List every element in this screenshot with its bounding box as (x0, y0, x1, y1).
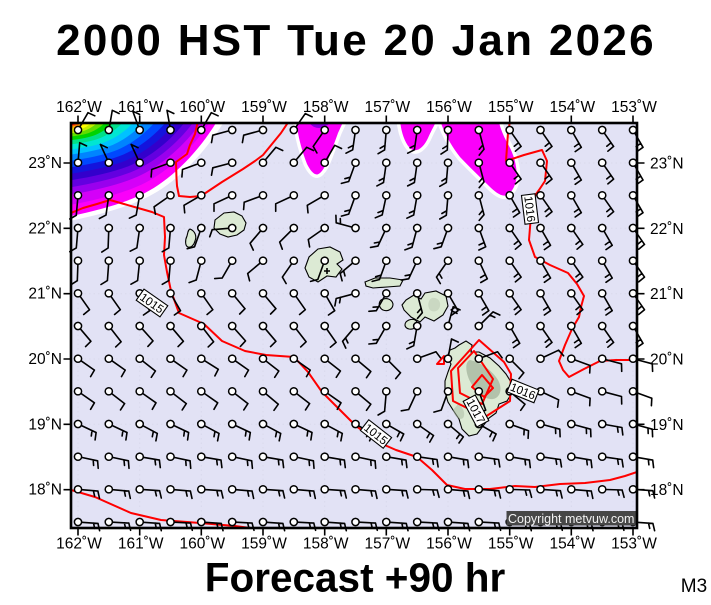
svg-text:153˚W: 153˚W (611, 536, 657, 553)
svg-text:155˚W: 155˚W (488, 99, 534, 116)
svg-text:153˚W: 153˚W (611, 99, 657, 116)
svg-text:158˚W: 158˚W (303, 99, 349, 116)
svg-text:18˚N: 18˚N (650, 482, 684, 499)
svg-text:155˚W: 155˚W (488, 536, 534, 553)
svg-text:157˚W: 157˚W (364, 99, 410, 116)
svg-text:Forecast +90 hr: Forecast +90 hr (205, 555, 506, 601)
svg-text:22˚N: 22˚N (650, 221, 684, 238)
svg-text:1016: 1016 (521, 195, 537, 222)
svg-text:161˚W: 161˚W (118, 536, 164, 553)
svg-text:20˚N: 20˚N (28, 351, 62, 368)
svg-text:154˚W: 154˚W (549, 536, 595, 553)
svg-text:23˚N: 23˚N (650, 156, 684, 173)
svg-text:21˚N: 21˚N (28, 286, 62, 303)
svg-text:162˚W: 162˚W (56, 99, 102, 116)
svg-text:Copyright metvuw.com: Copyright metvuw.com (508, 512, 634, 526)
svg-text:19˚N: 19˚N (650, 417, 684, 434)
svg-text:160˚W: 160˚W (179, 99, 225, 116)
svg-text:156˚W: 156˚W (426, 536, 472, 553)
svg-text:19˚N: 19˚N (28, 416, 62, 433)
svg-text:154˚W: 154˚W (549, 99, 595, 116)
svg-text:20˚N: 20˚N (650, 352, 684, 369)
svg-text:21˚N: 21˚N (650, 286, 684, 303)
svg-text:2000 HST Tue 20 Jan 2026: 2000 HST Tue 20 Jan 2026 (56, 16, 656, 65)
svg-text:158˚W: 158˚W (303, 536, 349, 553)
svg-text:161˚W: 161˚W (118, 99, 164, 116)
svg-text:160˚W: 160˚W (179, 536, 225, 553)
svg-text:156˚W: 156˚W (426, 99, 472, 116)
svg-text:22˚N: 22˚N (28, 220, 62, 237)
svg-text:159˚W: 159˚W (241, 536, 287, 553)
svg-text:23˚N: 23˚N (28, 155, 62, 172)
svg-text:162˚W: 162˚W (56, 536, 102, 553)
svg-text:18˚N: 18˚N (28, 482, 62, 499)
svg-text:157˚W: 157˚W (364, 536, 410, 553)
svg-text:M3: M3 (681, 576, 707, 597)
svg-text:159˚W: 159˚W (241, 99, 287, 116)
